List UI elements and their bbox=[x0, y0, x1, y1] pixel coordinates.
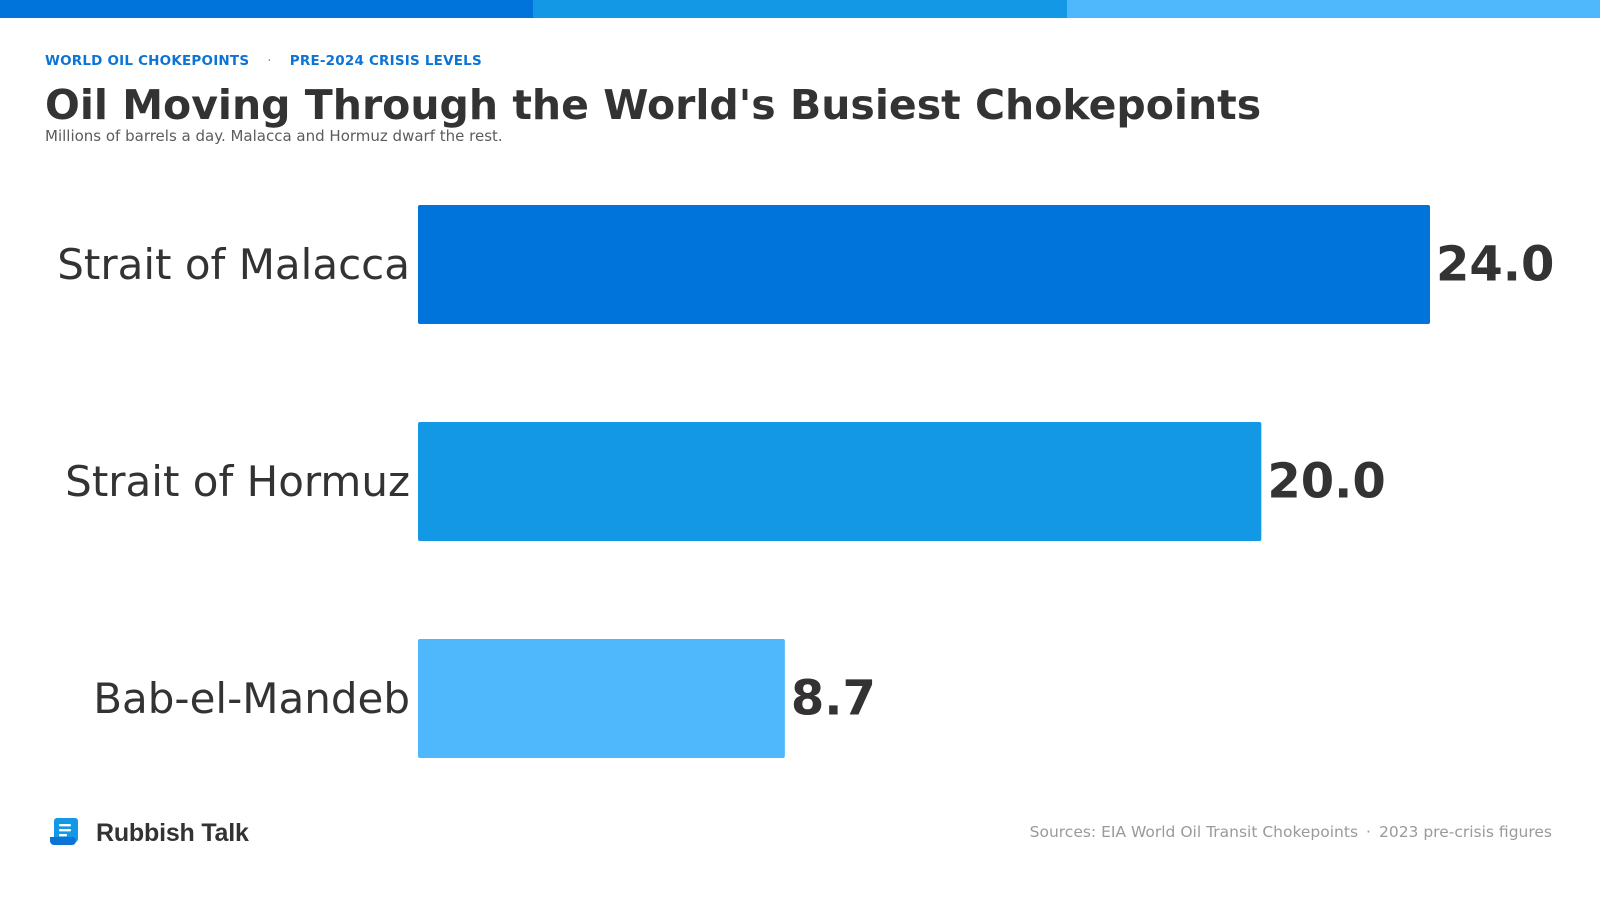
bar-1 bbox=[418, 205, 1430, 324]
bar-3 bbox=[418, 639, 785, 758]
chart-subtitle: Millions of barrels a day. Malacca and H… bbox=[45, 127, 503, 145]
top-accent-bar bbox=[0, 0, 1600, 18]
value-label-1: 24.0 bbox=[1436, 237, 1554, 293]
source-separator: · bbox=[1366, 823, 1371, 841]
kicker-separator: · bbox=[267, 53, 272, 69]
category-label-3: Bab-el-Mandeb bbox=[93, 674, 410, 723]
source-text: Sources: EIA World Oil Transit Chokepoin… bbox=[1029, 823, 1359, 841]
value-label-2: 20.0 bbox=[1267, 454, 1385, 510]
source-note: Sources: EIA World Oil Transit Chokepoin… bbox=[1030, 823, 1552, 841]
category-label-2: Strait of Hormuz bbox=[65, 457, 410, 506]
kicker-topic: WORLD OIL CHOKEPOINTS bbox=[45, 53, 250, 69]
brand-name: Rubbish Talk bbox=[96, 818, 249, 847]
source-year: 2023 pre-crisis figures bbox=[1378, 823, 1552, 841]
brand-logo: Rubbish Talk bbox=[48, 815, 249, 851]
accent-segment-2 bbox=[533, 0, 1067, 18]
category-label-1: Strait of Malacca bbox=[57, 240, 410, 289]
accent-segment-1 bbox=[0, 0, 534, 18]
value-label-3: 8.7 bbox=[791, 671, 876, 727]
scroll-icon bbox=[48, 815, 82, 851]
bar-2 bbox=[418, 422, 1262, 541]
kicker: WORLD OIL CHOKEPOINTS · PRE-2024 CRISIS LE… bbox=[45, 53, 482, 69]
chart-title: Oil Moving Through the World's Busiest C… bbox=[45, 81, 1262, 129]
kicker-period: PRE-2024 CRISIS LEVELS bbox=[289, 53, 482, 69]
accent-segment-3 bbox=[1066, 0, 1600, 18]
